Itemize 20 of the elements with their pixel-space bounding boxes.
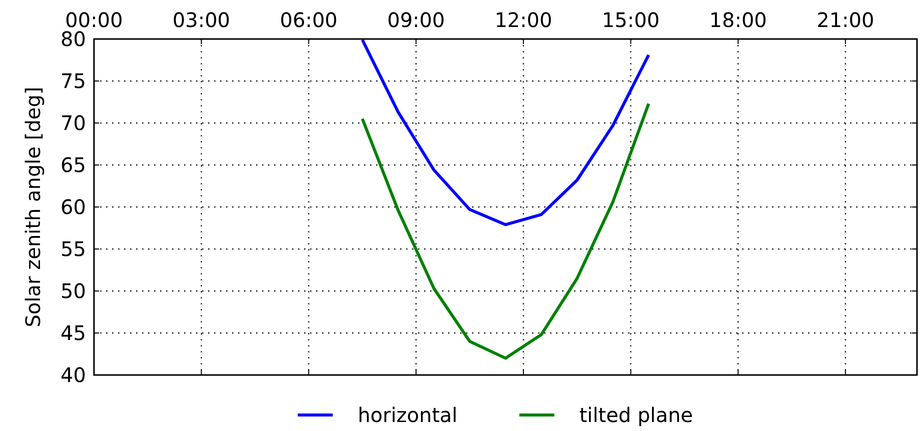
y-axis-title: Solar zenith angle [deg] [21, 86, 45, 328]
y-tick-label: 50 [60, 279, 86, 303]
line-series [360, 102, 650, 360]
x-tick-label: 18:00 [709, 8, 767, 32]
legend-label: horizontal [358, 403, 458, 427]
line-series [360, 38, 650, 226]
x-tick-label: 09:00 [387, 8, 445, 32]
x-tick-label: 12:00 [494, 8, 552, 32]
legend-label: tilted plane [579, 403, 693, 427]
y-tick-label: 60 [60, 195, 86, 219]
y-tick-label: 40 [60, 363, 86, 387]
y-tick-label: 75 [60, 69, 86, 93]
y-tick-label: 45 [60, 321, 86, 345]
x-tick-label: 15:00 [602, 8, 660, 32]
y-tick-label: 70 [60, 111, 86, 135]
x-tick-label: 21:00 [816, 8, 874, 32]
y-tick-label: 65 [60, 153, 86, 177]
y-tick-label: 55 [60, 237, 86, 261]
x-tick-label: 03:00 [172, 8, 230, 32]
x-tick-label: 06:00 [280, 8, 338, 32]
